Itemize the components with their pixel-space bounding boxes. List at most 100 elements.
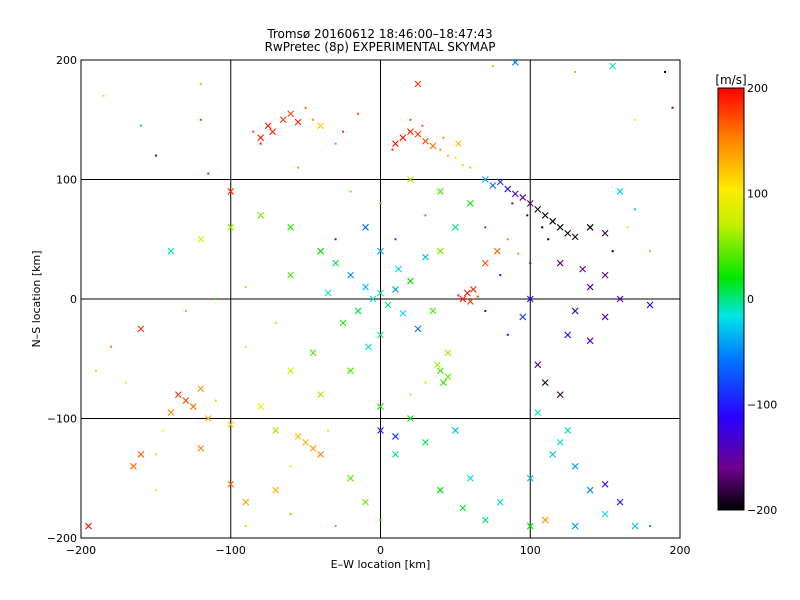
data-point-x (556, 259, 564, 267)
data-point-x (466, 200, 474, 207)
data-point-x (392, 433, 399, 440)
data-point-dot (574, 70, 577, 73)
data-point-x (347, 271, 354, 279)
data-point-x (429, 142, 437, 150)
data-point-x (257, 134, 265, 142)
data-point-x (324, 289, 332, 297)
y-tick-label: 100 (56, 174, 77, 187)
data-point-x (579, 265, 587, 273)
data-point-x (541, 379, 549, 387)
data-point-x (519, 313, 527, 321)
data-point-x (511, 59, 519, 66)
data-point-dot (484, 226, 487, 229)
data-point-dot (124, 381, 127, 384)
data-point-x (549, 217, 557, 225)
data-point-x (362, 223, 369, 231)
x-axis-label: E–W location [km] (331, 558, 431, 571)
data-point-dot (327, 429, 330, 432)
data-point-x (317, 450, 324, 458)
data-point-x (130, 462, 137, 470)
data-point-x (504, 185, 512, 193)
data-point-dot (469, 166, 472, 169)
data-point-x (429, 307, 437, 315)
chart-title: Tromsø 20160612 18:46:00–18:47:43 (267, 27, 493, 41)
data-point-dot (274, 321, 277, 324)
x-tick-label: −200 (66, 544, 96, 557)
data-point-x (444, 373, 452, 381)
colorbar-tick-label: 200 (747, 82, 768, 95)
data-point-x (392, 286, 399, 293)
data-point-x (377, 403, 384, 410)
x-tick-label: −100 (216, 544, 246, 557)
data-point-dot (199, 82, 202, 85)
data-point-x (365, 343, 372, 351)
data-point-dot (357, 112, 360, 115)
data-point-x (444, 349, 452, 357)
data-point-x (489, 182, 497, 189)
data-point-x (451, 223, 459, 231)
data-point-x (377, 289, 384, 297)
data-point-dot (102, 94, 105, 97)
data-point-x (384, 301, 392, 309)
data-point-x (414, 130, 422, 138)
data-point-x (534, 205, 542, 213)
data-point-dot (664, 70, 667, 73)
data-point-dot (109, 345, 112, 348)
data-point-x (392, 450, 399, 458)
data-point-dot (442, 136, 445, 139)
data-point-x (601, 510, 609, 518)
data-point-x (511, 190, 519, 198)
data-points (85, 59, 674, 530)
data-point-dot (424, 381, 427, 384)
data-point-x (294, 118, 302, 126)
data-point-x (434, 361, 441, 369)
data-point-dot (391, 148, 394, 151)
data-point-x (167, 409, 175, 416)
colorbar-tick-label: 0 (747, 293, 754, 306)
data-point-x (586, 223, 594, 231)
colorbar (717, 87, 745, 511)
data-point-x (481, 259, 489, 267)
data-point-x (422, 439, 429, 446)
data-point-dot (244, 286, 247, 289)
data-point-dot (154, 453, 157, 456)
data-point-dot (649, 525, 652, 528)
data-point-dot (259, 142, 262, 145)
data-point-dot (349, 190, 352, 193)
data-point-x (601, 313, 609, 321)
data-point-x (407, 128, 414, 136)
data-point-x (332, 259, 339, 267)
data-point-dot (457, 294, 460, 297)
data-point-x (369, 295, 377, 303)
data-point-dot (446, 154, 449, 157)
data-point-x (541, 516, 549, 524)
data-point-dot (499, 274, 502, 277)
data-point-x (564, 427, 572, 434)
data-point-x (601, 480, 609, 488)
data-point-dot (476, 295, 479, 298)
data-point-x (287, 367, 295, 375)
data-point-x (454, 140, 462, 148)
data-point-x (440, 379, 447, 387)
y-tick-label: −200 (47, 532, 77, 545)
x-tick-label: 200 (670, 544, 691, 557)
data-point-dot (461, 164, 464, 167)
data-point-x (414, 325, 422, 333)
data-point-x (469, 286, 477, 293)
data-point-x (556, 223, 564, 231)
data-point-dot (634, 208, 637, 211)
data-point-x (269, 128, 277, 136)
data-point-x (496, 498, 504, 506)
data-point-x (601, 271, 609, 279)
data-point-x (317, 247, 324, 255)
data-point-x (279, 116, 287, 124)
data-point-dot (526, 214, 529, 217)
data-point-x (493, 247, 501, 255)
data-point-dot (484, 309, 487, 312)
data-point-x (272, 486, 280, 494)
data-point-dot (139, 124, 142, 127)
x-tick-label: 100 (520, 544, 541, 557)
data-point-dot (304, 106, 307, 109)
data-point-x (437, 367, 444, 375)
data-point-x (556, 391, 564, 398)
